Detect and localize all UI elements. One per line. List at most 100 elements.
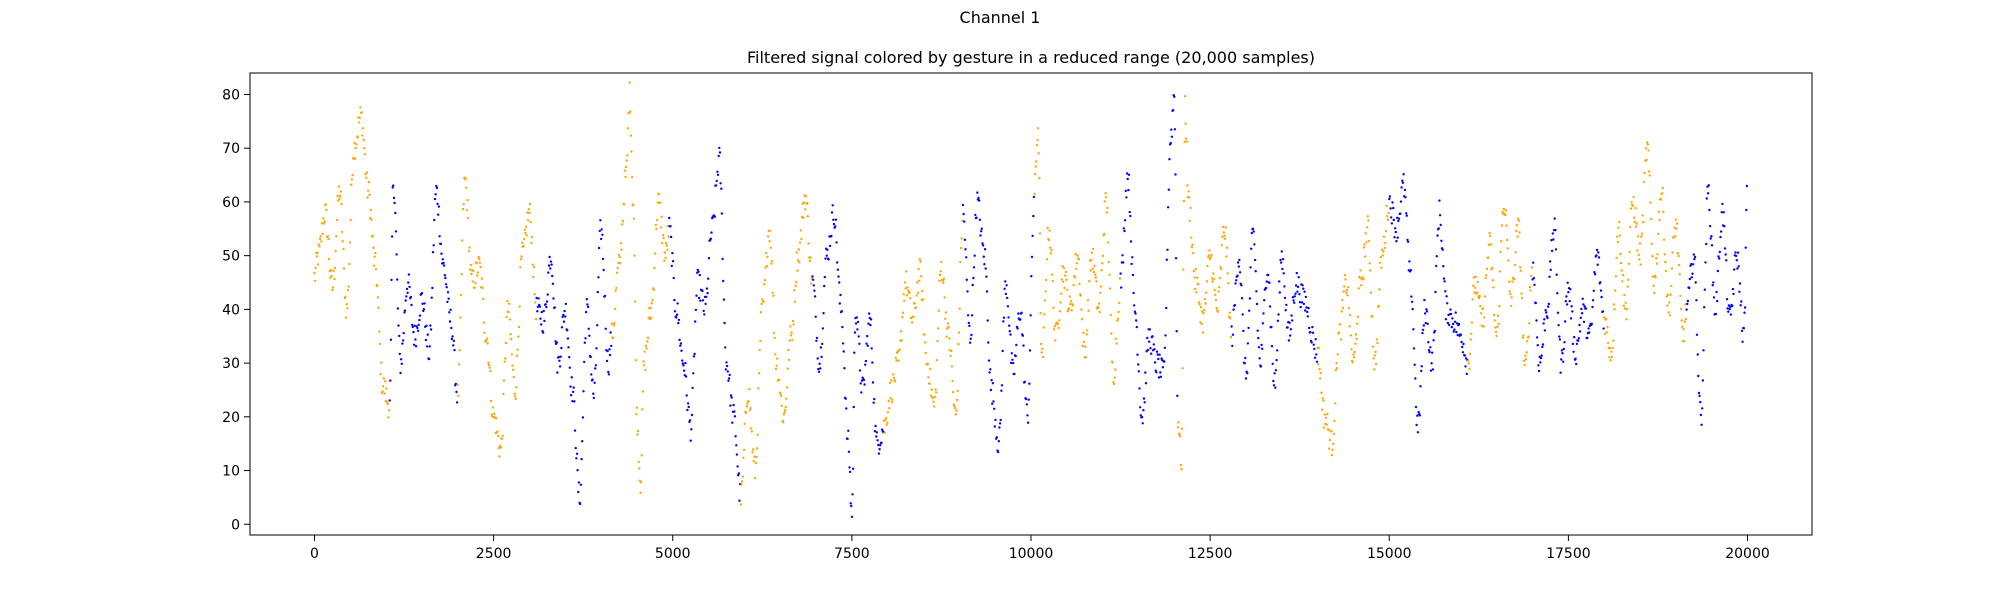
data-point (1528, 285, 1532, 289)
x-tick-label: 17500 (1546, 546, 1591, 562)
data-point (1030, 255, 1034, 259)
data-point (360, 111, 363, 114)
data-point (922, 298, 925, 301)
series-segment (811, 204, 885, 518)
data-point (1397, 217, 1401, 220)
data-point (320, 240, 323, 243)
data-point (1397, 219, 1400, 223)
data-point (1151, 335, 1154, 338)
data-point (1479, 312, 1483, 315)
data-point (524, 231, 527, 235)
data-point (1676, 222, 1679, 225)
data-point (1690, 263, 1693, 266)
data-point (798, 261, 801, 264)
data-point (371, 234, 374, 237)
data-point (618, 256, 621, 259)
data-point (943, 296, 946, 299)
data-point (679, 344, 682, 347)
data-point (373, 255, 376, 258)
data-point (952, 390, 955, 394)
data-point (1360, 284, 1363, 287)
data-point (1629, 225, 1632, 229)
data-point (660, 215, 663, 218)
data-point (387, 416, 390, 419)
data-point (1129, 214, 1132, 218)
data-point (1472, 276, 1476, 279)
data-point (1159, 371, 1162, 374)
data-point (1519, 266, 1522, 269)
data-point (1010, 352, 1013, 355)
data-point (376, 284, 379, 288)
data-point (1276, 319, 1280, 322)
data-point (640, 454, 643, 457)
data-point (1608, 356, 1611, 359)
data-point (1114, 368, 1117, 371)
series-segment (961, 191, 1036, 454)
data-point (1433, 329, 1437, 333)
data-point (933, 395, 937, 398)
data-point (424, 338, 428, 342)
data-point (1666, 293, 1670, 297)
data-point (959, 246, 963, 250)
data-point (1728, 307, 1731, 311)
data-point (575, 457, 578, 460)
data-point (1078, 282, 1081, 286)
data-point (906, 286, 909, 289)
data-point (1358, 276, 1362, 279)
data-point (390, 278, 393, 282)
data-point (1593, 273, 1597, 276)
data-point (659, 201, 662, 204)
data-point (1716, 299, 1719, 303)
data-point (950, 349, 953, 353)
data-point (544, 303, 547, 306)
data-point (1210, 253, 1213, 257)
data-point (569, 385, 572, 388)
data-point (1214, 299, 1218, 302)
data-point (1088, 280, 1091, 283)
data-point (1670, 267, 1674, 270)
data-point (1515, 224, 1519, 227)
data-point (684, 361, 687, 365)
data-point (1469, 338, 1472, 341)
data-point (1288, 321, 1291, 324)
y-tick-label: 20 (222, 410, 240, 426)
data-point (1313, 347, 1316, 351)
data-point (561, 315, 564, 319)
data-point (1306, 315, 1310, 318)
data-point (1301, 284, 1304, 287)
data-point (450, 337, 454, 341)
data-point (1555, 273, 1558, 276)
data-point (1158, 353, 1161, 356)
data-point (1736, 251, 1740, 254)
data-point (677, 318, 681, 322)
data-point (342, 247, 345, 251)
data-point (1541, 343, 1545, 346)
data-point (1668, 314, 1672, 317)
data-point (1711, 284, 1714, 287)
data-point (1679, 307, 1683, 310)
data-point (701, 299, 705, 302)
data-point (856, 320, 860, 324)
data-point (630, 176, 634, 179)
data-point (601, 233, 604, 236)
data-point (1294, 292, 1297, 295)
data-point (1586, 336, 1589, 340)
data-point (955, 398, 959, 402)
data-point (1482, 325, 1485, 328)
data-point (370, 218, 373, 221)
data-point (606, 349, 609, 353)
data-point (871, 381, 875, 384)
data-point (377, 306, 380, 309)
data-point (1188, 219, 1192, 222)
data-point (442, 264, 446, 267)
data-point (1090, 258, 1093, 261)
data-point (1321, 408, 1324, 411)
data-point (991, 402, 994, 405)
data-point (586, 303, 589, 306)
data-point (753, 476, 757, 480)
data-point (1125, 172, 1129, 175)
data-point (1000, 389, 1003, 392)
data-point (749, 407, 752, 410)
data-point (1700, 423, 1703, 426)
